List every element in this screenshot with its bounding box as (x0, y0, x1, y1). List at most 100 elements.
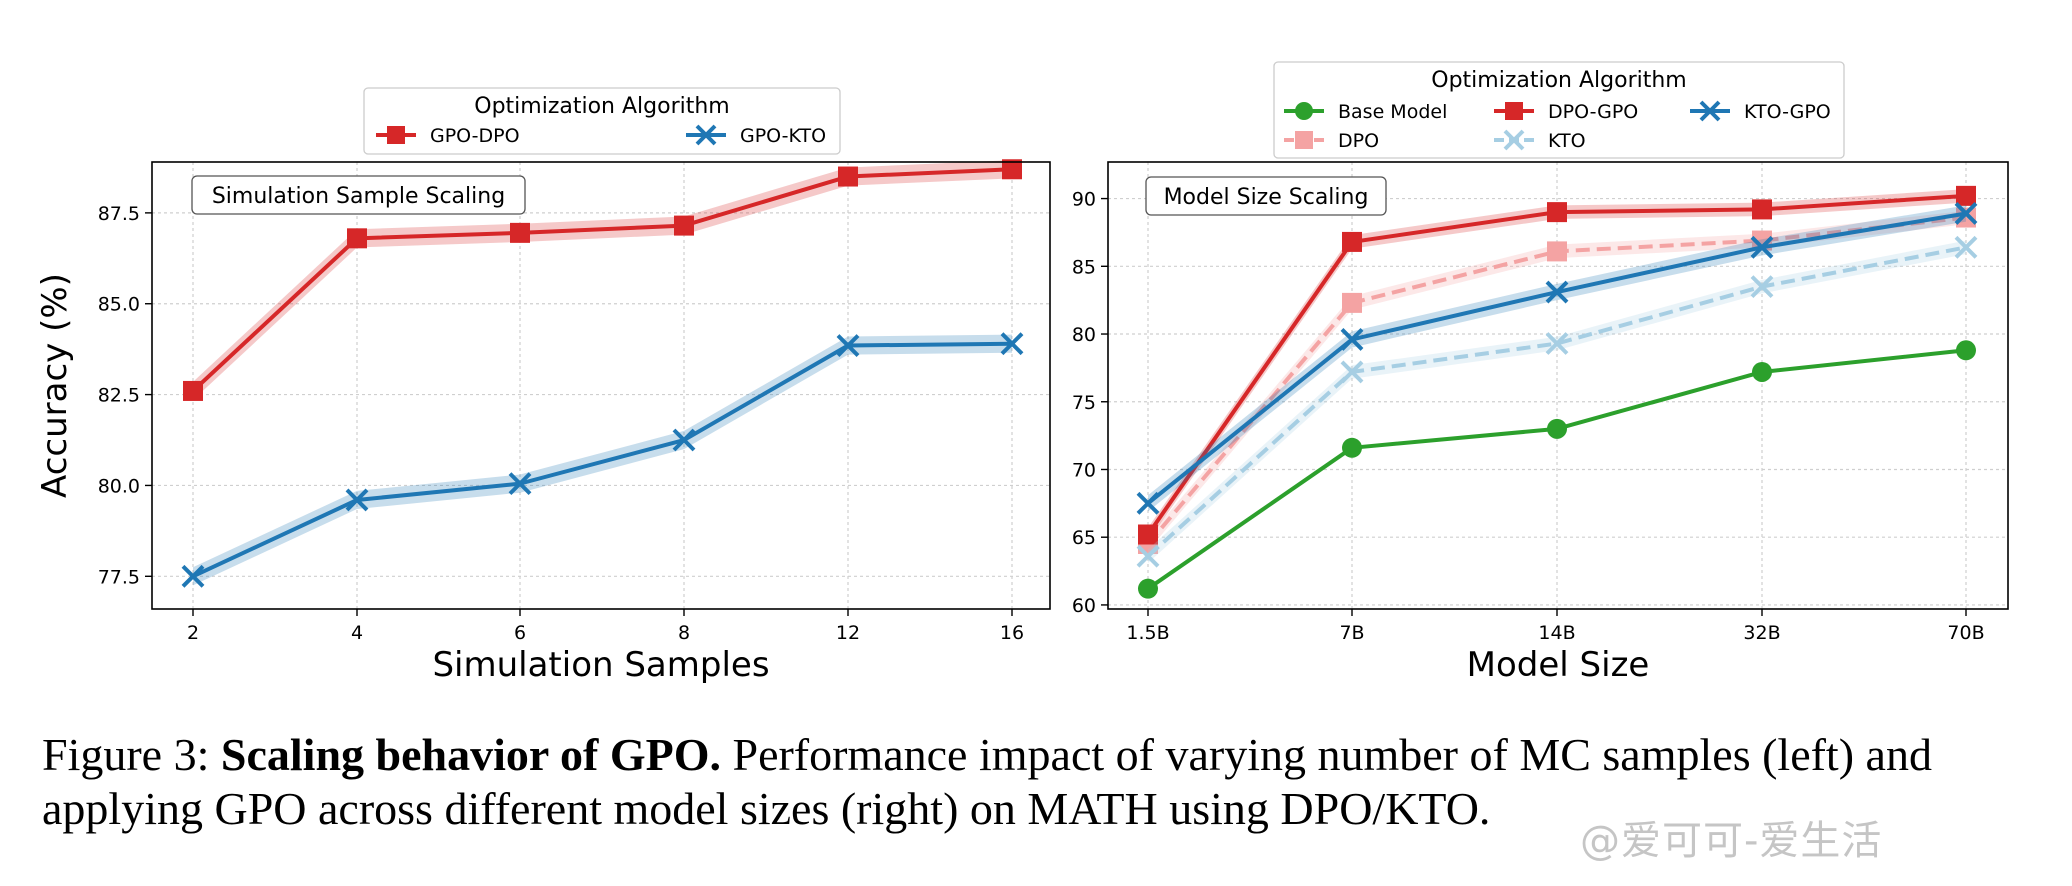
series-band-kto (1148, 240, 1966, 563)
legend: Optimization Algorithm GPO-DPO GPO-KTO (363, 87, 841, 155)
legend-title: Optimization Algorithm (474, 94, 729, 119)
legend-entry-kto-gpo: KTO-GPO (1690, 100, 1831, 123)
data-point-gpo-kto-16 (1000, 332, 1024, 356)
data-point-gpo-dpo-4 (347, 228, 367, 249)
y-tick-label: 65 (1072, 527, 1096, 549)
data-point-kto-32b-stroke-b (1750, 275, 1774, 299)
data-point-kto-1-5b-stroke-b (1136, 544, 1160, 568)
data-point-kto-gpo-32b-stroke-b (1750, 235, 1774, 259)
legend-swatch-marker (387, 126, 405, 144)
data-point-kto-gpo-14b-stroke-b (1545, 280, 1569, 304)
x-tick-label: 70B (1947, 622, 1984, 644)
legend-swatch-marker (1503, 129, 1525, 151)
legend-entry-gpo-kto: GPO-KTO (686, 124, 826, 147)
x-tick-label: 14B (1538, 622, 1575, 644)
data-point-kto-32b (1750, 275, 1774, 299)
legend-entry-dpo: DPO (1284, 130, 1379, 152)
series-kto-gpo (1136, 202, 1978, 515)
data-point-kto-gpo-1-5b (1136, 491, 1160, 515)
caption-method: GPO. (609, 729, 721, 780)
data-point-gpo-kto-2 (181, 564, 205, 588)
data-point-kto-7b-stroke-b (1340, 360, 1364, 384)
data-point-kto-gpo-1-5b-stroke-b (1136, 491, 1160, 515)
x-axis-label: Model Size (1467, 645, 1650, 685)
y-tick-label: 87.5 (98, 203, 140, 225)
data-point-base-model-14b (1547, 418, 1567, 439)
data-point-dpo-gpo-70b (1956, 185, 1976, 206)
data-point-gpo-kto-4 (345, 488, 369, 512)
y-tick-label: 75 (1072, 392, 1096, 414)
caption-bold: Scaling behavior of (220, 729, 610, 780)
data-point-gpo-dpo-12 (838, 166, 858, 187)
y-tick-label: 77.5 (98, 566, 140, 588)
data-point-gpo-dpo-8 (674, 215, 694, 236)
data-point-gpo-kto-8-stroke-b (672, 428, 696, 452)
legend-entry-kto: KTO (1494, 129, 1586, 152)
y-tick-label: 80 (1072, 324, 1096, 346)
series-line-gpo-dpo (191, 167, 1013, 393)
data-point-gpo-dpo-16 (1002, 159, 1022, 180)
data-point-gpo-kto-8 (672, 428, 696, 452)
inset-title-frame (191, 175, 526, 215)
legend-label: DPO-GPO (1548, 101, 1638, 123)
data-point-base-model-1-5b (1138, 578, 1158, 599)
data-point-kto-gpo-14b (1545, 280, 1569, 304)
data-point-kto-gpo-70b (1954, 202, 1978, 225)
data-point-gpo-dpo-2 (183, 380, 203, 401)
series-gpo-kto (181, 332, 1024, 588)
plot-frame (151, 161, 1051, 610)
data-point-base-model-70b (1956, 340, 1976, 361)
legend-label: Base Model (1338, 101, 1447, 123)
y-tick-label: 70 (1072, 459, 1096, 481)
legend-label: GPO-DPO (430, 125, 520, 147)
caption-text: Performance impact of varying number of … (42, 729, 1932, 834)
data-point-dpo-14b (1547, 241, 1567, 262)
series-dpo-gpo (1138, 185, 1976, 545)
legend-swatch-marker-stroke-b (1699, 100, 1721, 122)
caption-label: Figure 3: (42, 729, 221, 780)
legend-entry-dpo-gpo: DPO-GPO (1494, 101, 1638, 123)
data-point-gpo-dpo-6 (510, 222, 530, 243)
data-point-gpo-kto-2-stroke-b (181, 564, 205, 588)
data-point-kto-gpo-7b-stroke-b (1340, 328, 1364, 351)
series-gpo-dpo (183, 159, 1022, 401)
data-point-gpo-kto-16-stroke-b (1000, 332, 1024, 356)
data-point-dpo-gpo-7b (1342, 231, 1362, 252)
legend-entry-base-model: Base Model (1284, 101, 1447, 123)
y-tick-label: 80.0 (98, 475, 140, 497)
inset-title-box: Simulation Sample Scaling (191, 175, 526, 215)
legend: Optimization Algorithm Base Model DPO DPO-G… (1273, 61, 1845, 159)
y-tick-label: 85.0 (98, 294, 140, 316)
data-point-gpo-kto-12-stroke-b (836, 334, 860, 357)
legend-label: KTO (1548, 130, 1586, 152)
x-tick-label: 1.5B (1126, 622, 1169, 644)
x-tick-label: 12 (836, 622, 860, 644)
data-point-dpo-7b (1342, 292, 1362, 313)
data-point-base-model-7b (1342, 437, 1362, 458)
x-tick-label: 7B (1339, 622, 1364, 644)
legend-frame (1273, 61, 1845, 159)
legend-swatch-marker (1699, 100, 1721, 122)
data-point-gpo-kto-4-stroke-b (345, 488, 369, 512)
y-tick-label: 90 (1072, 189, 1096, 211)
x-tick-label: 2 (187, 622, 199, 644)
inset-title-box: Model Size Scaling (1145, 176, 1387, 216)
data-point-kto-gpo-32b (1750, 235, 1774, 259)
legend-swatch-marker (695, 124, 717, 146)
data-point-dpo-gpo-1-5b (1138, 524, 1158, 545)
right-chart: 1.5B 7B 14B 32B 70B 60 65 70 75 80 85 90 Model Size M… (1072, 61, 2009, 685)
figure: 2 4 6 8 12 16 77.5 80.0 82.5 85.0 87.5 Simulation S… (35, 61, 2009, 685)
legend-swatch-marker (1295, 131, 1313, 149)
x-tick-label: 16 (1000, 622, 1024, 644)
data-point-kto-14b (1545, 332, 1569, 355)
data-point-kto-70b-stroke-b (1954, 235, 1978, 259)
legend-label: GPO-KTO (740, 125, 826, 147)
legend-swatch-marker-stroke-b (1503, 129, 1525, 151)
watermark: @爱可可-爱生活 (1580, 818, 1883, 864)
left-chart: 2 4 6 8 12 16 77.5 80.0 82.5 85.0 87.5 Simulation S… (35, 87, 1051, 685)
inset-title-frame (1145, 176, 1387, 216)
legend-label: KTO-GPO (1744, 101, 1831, 123)
series-line-kto (1146, 245, 1967, 558)
x-tick-label: 32B (1743, 622, 1780, 644)
legend-swatch-marker (1505, 102, 1523, 120)
